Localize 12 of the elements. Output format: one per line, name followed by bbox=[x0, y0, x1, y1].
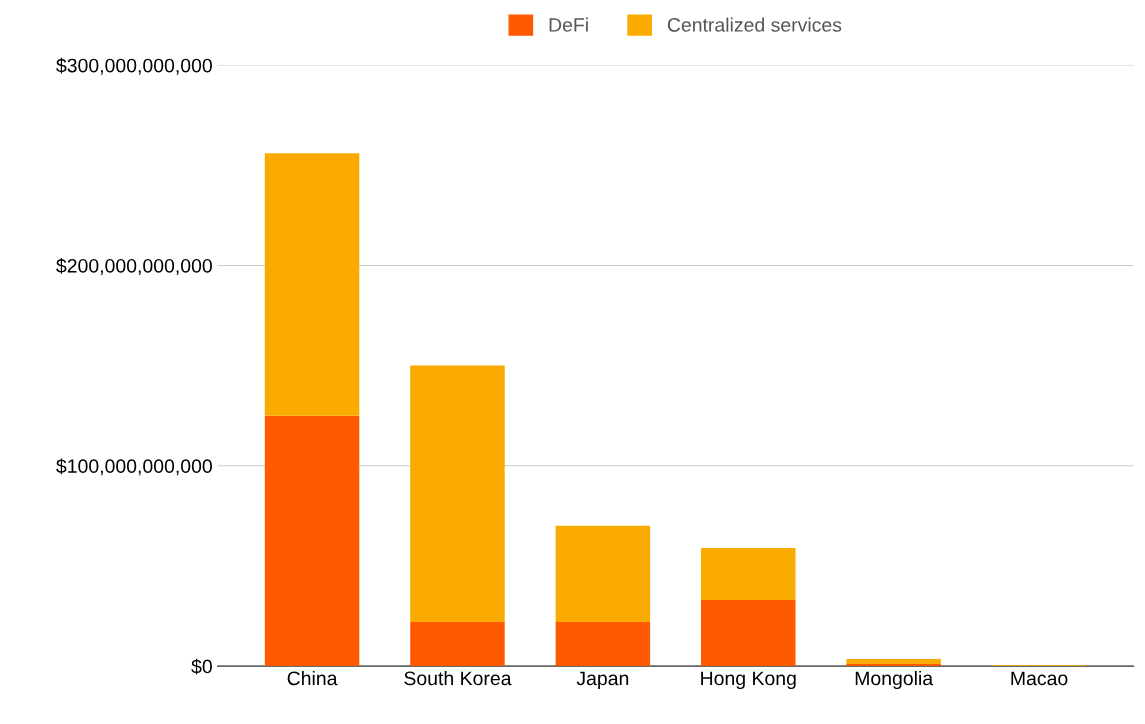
x-tick-label: Macao bbox=[1011, 671, 1068, 686]
x-tick-label: Japan bbox=[576, 671, 629, 690]
x-tick-label: South Korea bbox=[404, 670, 512, 686]
y-tick-label: $100,000,000,000 bbox=[56, 458, 212, 476]
y-tick-label: $300,000,000,000 bbox=[56, 57, 212, 75]
x-tick-label: Hong Kong bbox=[701, 671, 796, 690]
legend-label: Centralized services bbox=[667, 17, 842, 32]
x-tick-label: China bbox=[287, 670, 338, 686]
legend-label: DeFi bbox=[549, 17, 588, 32]
y-tick-label: $200,000,000,000 bbox=[56, 258, 212, 275]
y-tick-label: $0 bbox=[191, 658, 212, 675]
x-tick-label: Mongolia bbox=[855, 670, 934, 690]
